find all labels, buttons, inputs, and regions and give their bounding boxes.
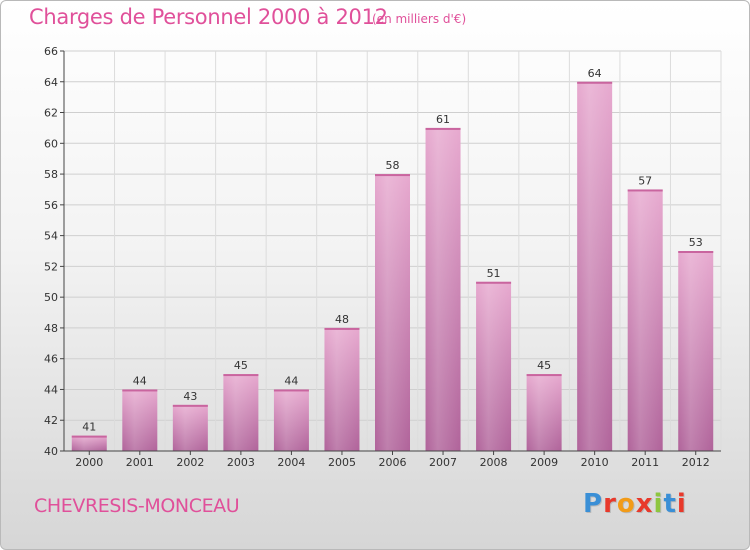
proxiti-logo[interactable]: Proxiti [583,489,687,519]
bar-highlight [627,189,663,451]
bar-cap [223,374,259,377]
bar-highlight [324,327,360,451]
y-tick-label: 44 [44,383,58,396]
y-tick-label: 58 [44,168,58,181]
bar-highlight [678,251,714,451]
bar-highlight [375,174,410,452]
data-label: 45 [537,359,551,372]
x-tick-label: 2007 [429,456,457,469]
data-label: 64 [588,67,602,80]
commune-name: CHEVRESIS-MONCEAU [34,495,240,517]
bar-highlight [273,389,309,451]
data-label: 45 [234,359,248,372]
x-tick-label: 2010 [581,456,609,469]
y-tick-label: 48 [44,322,58,335]
data-label: 58 [386,159,400,172]
bar-highlight [172,404,208,451]
x-tick-label: 2000 [75,456,103,469]
y-tick-label: 64 [44,76,58,89]
data-label: 57 [638,174,652,187]
x-tick-label: 2006 [379,456,407,469]
bar-highlight [71,435,107,451]
logo-letter: t [663,489,677,519]
bar-cap [627,189,663,192]
bar-cap [375,174,410,177]
data-label: 44 [284,374,298,387]
data-label: 41 [82,421,96,434]
chart-subtitle: (en milliers d'€) [372,12,467,26]
x-tick-label: 2002 [176,456,204,469]
y-tick-label: 50 [44,291,58,304]
bar-cap [425,127,461,130]
logo-letter: r [603,489,617,519]
x-tick-label: 2001 [126,456,154,469]
x-tick-label: 2004 [277,456,305,469]
bar-cap [273,389,309,392]
bar-highlight [122,389,158,451]
y-tick-label: 40 [44,445,58,458]
y-tick-label: 62 [44,107,58,120]
logo-letter: i [676,489,687,519]
x-tick-label: 2005 [328,456,356,469]
bar-highlight [425,127,461,451]
y-tick-label: 42 [44,414,58,427]
bar-highlight [526,374,562,451]
bar-cap [71,435,107,438]
x-tick-label: 2011 [631,456,659,469]
bar-cap [476,281,512,284]
logo-letter: i [653,489,664,519]
bar-cap [172,404,208,407]
logo-letter: o [616,489,636,519]
data-label: 43 [183,390,197,403]
y-tick-label: 60 [44,137,58,150]
y-tick-label: 56 [44,199,58,212]
y-tick-label: 52 [44,260,58,273]
logo-letter: x [635,489,654,519]
bar-cap [324,327,360,330]
x-tick-label: 2008 [480,456,508,469]
bar-highlight [223,374,259,451]
x-tick-label: 2009 [530,456,558,469]
bar-cap [122,389,158,392]
bar-cap [678,251,714,253]
bar-cap [577,81,613,84]
chart-title: Charges de Personnel 2000 à 2012 [29,5,388,29]
y-tick-label: 46 [44,353,58,366]
y-tick-label: 54 [44,230,58,243]
bar-highlight [476,281,512,451]
x-tick-label: 2012 [682,456,710,469]
data-label: 53 [689,236,703,249]
data-label: 61 [436,113,450,126]
x-tick-label: 2003 [227,456,255,469]
data-label: 51 [487,267,501,280]
y-tick-label: 66 [44,45,58,58]
data-label: 44 [133,374,147,387]
logo-letter: P [583,489,604,519]
bar-cap [526,374,562,377]
data-label: 48 [335,313,349,326]
bar-highlight [577,81,613,452]
